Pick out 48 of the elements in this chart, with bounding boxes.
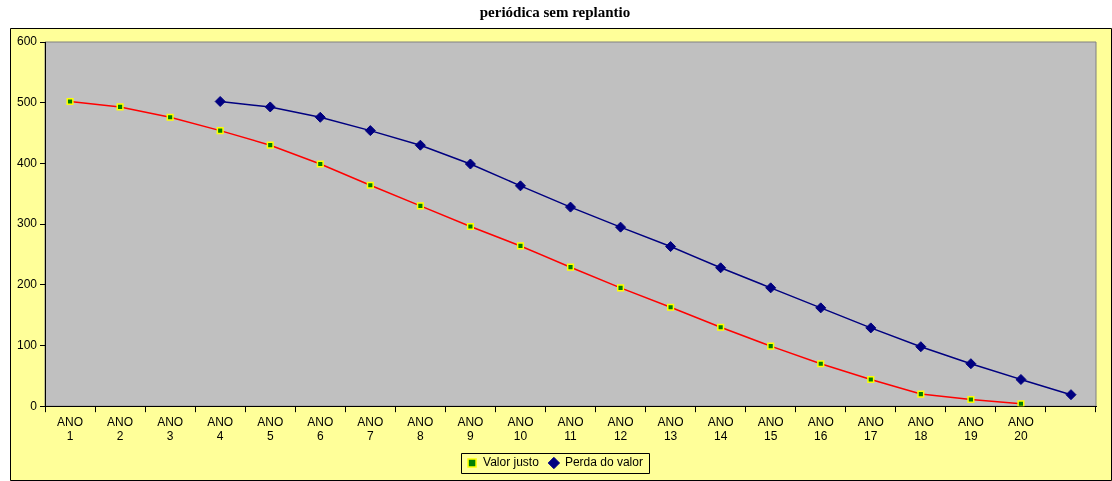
- point: [765, 282, 777, 294]
- y-tick-label: 300: [16, 216, 38, 231]
- x-tick-label: ANO 15: [757, 414, 784, 444]
- x-tick-label: ANO 5: [257, 414, 284, 444]
- x-tick-label: ANO 9: [457, 414, 484, 444]
- y-tick-label: 400: [16, 155, 38, 170]
- point: [364, 125, 376, 137]
- x-tick-label: ANO 12: [607, 414, 634, 444]
- point: [865, 322, 877, 334]
- x-tick-label: ANO 17: [857, 414, 884, 444]
- point: [1015, 373, 1027, 385]
- point: [1065, 389, 1077, 401]
- y-tick-label: 100: [16, 337, 38, 352]
- point: [665, 241, 677, 253]
- y-tick-label: 600: [16, 34, 38, 49]
- x-tick-label: ANO 19: [957, 414, 984, 444]
- x-tick-label: ANO 1: [57, 414, 84, 444]
- point: [815, 302, 827, 314]
- point: [715, 262, 727, 274]
- x-tick-label: ANO 20: [1007, 414, 1034, 444]
- y-tick-label: 500: [16, 95, 38, 110]
- point: [915, 341, 927, 353]
- x-tick-label: ANO 18: [907, 414, 934, 444]
- x-tick-label: ANO 3: [157, 414, 184, 444]
- x-tick-label: ANO 4: [207, 414, 234, 444]
- point: [514, 180, 526, 192]
- point: [414, 139, 426, 151]
- point: [615, 221, 627, 233]
- chart-title: periódica sem replantio: [479, 3, 631, 20]
- legend-label: Perda do valor: [564, 455, 643, 470]
- x-tick-label: ANO 2: [107, 414, 134, 444]
- point: [565, 201, 577, 213]
- x-tick-label: ANO 8: [407, 414, 434, 444]
- y-tick-label: 200: [16, 277, 38, 292]
- x-tick-label: ANO 13: [657, 414, 684, 444]
- point: [464, 158, 476, 170]
- x-tick-label: ANO 16: [807, 414, 834, 444]
- y-tick-label: 0: [30, 398, 38, 413]
- point: [314, 111, 326, 123]
- x-tick-label: ANO 10: [507, 414, 534, 444]
- x-tick-label: ANO 7: [357, 414, 384, 444]
- x-tick-label: ANO 6: [307, 414, 334, 444]
- x-tick-label: ANO 14: [707, 414, 734, 444]
- point: [214, 95, 226, 107]
- legend-label: Valor justo: [483, 455, 540, 470]
- point: [264, 101, 276, 113]
- x-tick-label: ANO 11: [557, 414, 584, 444]
- point: [965, 358, 977, 370]
